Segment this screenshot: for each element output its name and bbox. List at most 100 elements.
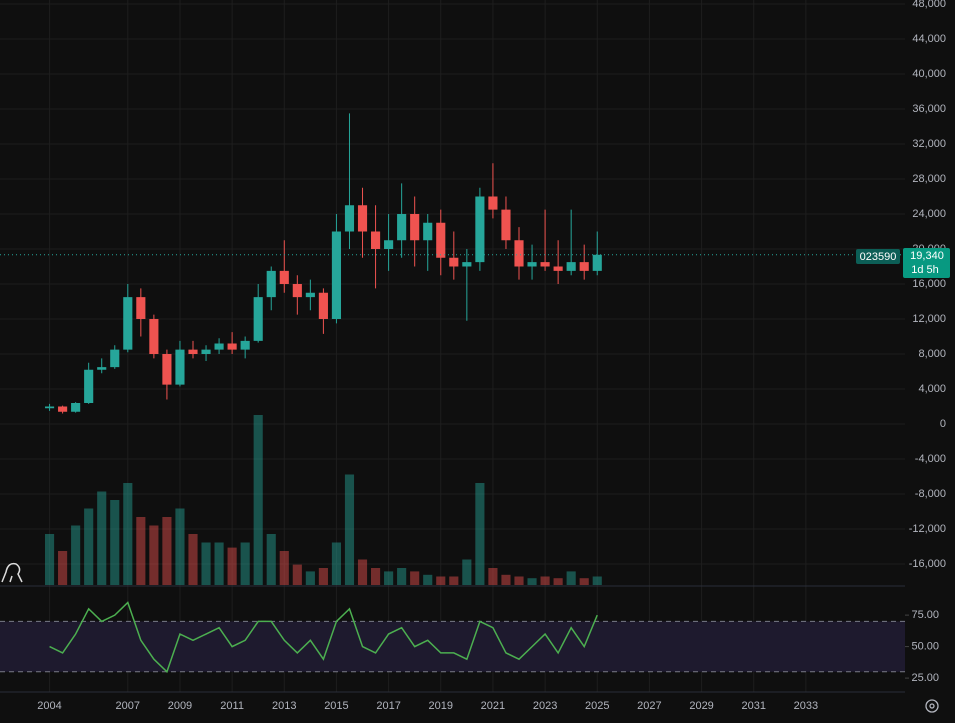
candle-body bbox=[149, 319, 159, 354]
x-tick-label: 2027 bbox=[637, 700, 661, 712]
volume-bar bbox=[331, 542, 342, 585]
volume-bar bbox=[370, 568, 381, 585]
volume-bar bbox=[71, 525, 81, 585]
x-tick-label: 2007 bbox=[116, 700, 140, 712]
volume-bar bbox=[566, 571, 576, 585]
volume-bar bbox=[110, 500, 120, 585]
rsi-tick-label: 50.00 bbox=[911, 641, 939, 653]
x-tick-label: 2009 bbox=[168, 700, 192, 712]
candle-body bbox=[44, 406, 55, 409]
candle-body bbox=[214, 343, 224, 350]
x-tick-label: 2019 bbox=[429, 700, 453, 712]
volume-bar bbox=[423, 574, 433, 585]
candle-body bbox=[592, 254, 602, 271]
volume-bar bbox=[136, 517, 146, 585]
y-tick-label: 16,000 bbox=[912, 278, 946, 290]
candle-body bbox=[384, 240, 394, 249]
y-tick-label: 4,000 bbox=[918, 383, 946, 395]
x-tick-label: 2029 bbox=[689, 700, 713, 712]
candle-body bbox=[253, 297, 263, 341]
volume-bar bbox=[44, 534, 55, 585]
symbol-badge bbox=[856, 249, 900, 264]
volume-bar bbox=[149, 525, 159, 585]
candle-body bbox=[344, 205, 355, 232]
volume-bar bbox=[475, 483, 485, 585]
candle-body bbox=[318, 292, 328, 319]
volume-bar bbox=[449, 576, 459, 585]
candle-body bbox=[397, 214, 407, 241]
candle-body bbox=[475, 196, 485, 263]
last-price-label: 19,340 bbox=[910, 250, 944, 262]
y-tick-label: 48,000 bbox=[912, 0, 946, 10]
volume-bar bbox=[188, 534, 198, 585]
candle-body bbox=[423, 222, 433, 241]
y-tick-label: 36,000 bbox=[912, 103, 946, 115]
volume-bar bbox=[266, 534, 276, 585]
volume-bar bbox=[123, 483, 133, 585]
candle-body bbox=[370, 231, 381, 249]
y-tick-label: -12,000 bbox=[909, 523, 946, 535]
candle-body bbox=[84, 369, 94, 403]
candle-body bbox=[227, 343, 237, 350]
candle-body bbox=[175, 349, 185, 385]
volume-bar bbox=[488, 568, 498, 585]
volume-bar bbox=[527, 578, 537, 585]
x-tick-label: 2031 bbox=[741, 700, 765, 712]
rsi-tick-label: 75.00 bbox=[911, 609, 939, 621]
x-tick-label: 2023 bbox=[533, 700, 557, 712]
candle-body bbox=[462, 262, 472, 267]
y-tick-label: 12,000 bbox=[912, 313, 946, 325]
volume-bar bbox=[592, 576, 602, 585]
volume-bar bbox=[501, 574, 511, 585]
volume-bar bbox=[253, 415, 263, 585]
volume-bar bbox=[97, 491, 107, 585]
logo-icon[interactable] bbox=[1, 562, 23, 583]
x-tick-label: 2025 bbox=[585, 700, 609, 712]
volume-bar bbox=[553, 578, 563, 585]
x-tick-label: 2004 bbox=[37, 700, 61, 712]
candle-body bbox=[188, 349, 198, 354]
candle-body bbox=[488, 196, 498, 210]
candle-body bbox=[357, 205, 368, 232]
volume-bar bbox=[397, 568, 407, 585]
countdown-label: 1d 5h bbox=[911, 264, 939, 276]
volume-bar bbox=[305, 571, 315, 585]
candle-body bbox=[305, 292, 315, 298]
volume-bar bbox=[357, 559, 368, 585]
volume-bar bbox=[162, 517, 172, 585]
y-tick-label: 32,000 bbox=[912, 138, 946, 150]
settings-icon[interactable] bbox=[925, 699, 939, 713]
y-tick-label: -4,000 bbox=[915, 453, 946, 465]
volume-bar bbox=[514, 576, 524, 585]
y-tick-label: 0 bbox=[940, 418, 946, 430]
candle-body bbox=[566, 262, 576, 271]
y-tick-label: 8,000 bbox=[918, 348, 946, 360]
x-tick-label: 2011 bbox=[220, 700, 244, 712]
candle-body bbox=[123, 297, 133, 350]
candle-body bbox=[410, 214, 420, 241]
candle-body bbox=[201, 349, 211, 354]
candle-body bbox=[579, 262, 589, 271]
rsi-band bbox=[0, 621, 905, 672]
candle-body bbox=[266, 270, 276, 298]
y-tick-label: -16,000 bbox=[909, 558, 946, 570]
volume-bar bbox=[579, 578, 589, 585]
volume-bar bbox=[384, 571, 394, 585]
x-tick-label: 2021 bbox=[481, 700, 505, 712]
candle-body bbox=[136, 297, 146, 319]
volume-bar bbox=[214, 542, 224, 585]
candle-body bbox=[553, 266, 563, 271]
rsi-line bbox=[49, 601, 598, 674]
candle-body bbox=[527, 262, 537, 267]
candle-body bbox=[279, 270, 289, 284]
volume-bar bbox=[318, 568, 328, 585]
volume-bar bbox=[462, 559, 472, 585]
candle-body bbox=[540, 262, 550, 267]
candle-body bbox=[58, 406, 68, 412]
volume-bar bbox=[84, 508, 94, 585]
candle-body bbox=[162, 354, 172, 385]
y-tick-label: 24,000 bbox=[912, 208, 946, 220]
volume-bar bbox=[540, 576, 550, 585]
